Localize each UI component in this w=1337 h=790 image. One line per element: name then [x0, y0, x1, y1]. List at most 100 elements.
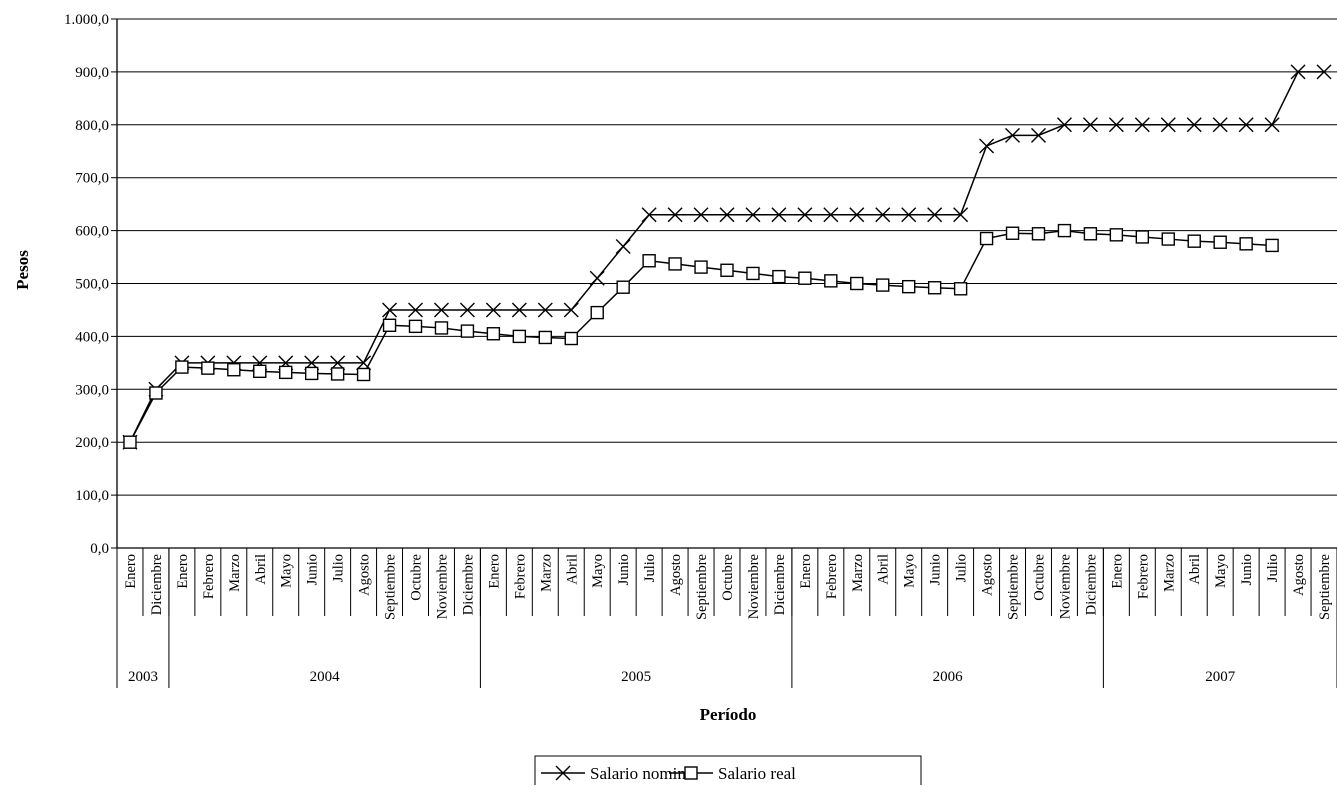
data-point-square-marker: [382, 318, 397, 332]
data-point-x-marker: [641, 207, 657, 223]
x-category-label: Enero: [798, 554, 814, 589]
data-point-x-marker: [459, 302, 475, 318]
y-tick-label: 100,0: [75, 488, 109, 504]
data-point-x-marker: [1212, 117, 1228, 133]
data-point-square-marker: [486, 327, 501, 341]
data-point-square-marker: [1135, 230, 1150, 244]
x-category-label: Junio: [616, 554, 632, 585]
x-category-label: Septiembre: [1006, 554, 1022, 620]
data-point-square-marker: [408, 319, 423, 334]
marker-stroke: [823, 207, 839, 223]
y-tick-label: 600,0: [75, 224, 109, 240]
data-point-square-marker: [512, 329, 527, 344]
series-real: [123, 223, 1279, 449]
year-label: 2006: [933, 669, 964, 685]
data-point-square-marker: [684, 766, 698, 780]
data-point-square-marker: [434, 321, 449, 335]
y-tick-label: 1.000,0: [64, 12, 109, 28]
x-category-label: Junio: [928, 554, 944, 585]
x-category-label: Septiembre: [1317, 554, 1333, 620]
x-category-label: Diciembre: [1083, 554, 1099, 615]
data-point-square-marker: [616, 280, 630, 294]
data-point-x-marker: [797, 207, 813, 223]
data-point-x-marker: [511, 302, 527, 318]
marker-stroke: [927, 207, 943, 223]
y-tick-label: 800,0: [75, 118, 109, 134]
data-point-square-marker: [1265, 238, 1279, 253]
year-label: 2007: [1205, 669, 1236, 685]
marker-stroke: [485, 302, 501, 318]
x-category-label: Julio: [331, 554, 347, 582]
data-point-x-marker: [771, 207, 787, 223]
data-point-x-marker: [953, 207, 969, 223]
legend-label: Salario real: [718, 764, 796, 783]
y-tick-label: 500,0: [75, 277, 109, 293]
data-point-x-marker: [849, 207, 865, 223]
x-category-label: Marzo: [850, 554, 866, 592]
x-category-label: Mayo: [279, 554, 295, 588]
marker-stroke: [1108, 117, 1124, 133]
x-category-label: Febrero: [201, 554, 217, 599]
marker-stroke: [1005, 127, 1021, 143]
data-point-square-marker: [1031, 227, 1046, 241]
data-point-x-marker: [901, 207, 917, 223]
legend-label: Salario nominal: [590, 764, 698, 783]
marker-stroke: [1290, 64, 1306, 80]
x-category-label: Septiembre: [694, 554, 710, 620]
x-category-label: Septiembre: [383, 554, 399, 620]
data-point-square-marker: [824, 274, 838, 288]
data-point-x-marker: [719, 207, 735, 223]
y-tick-label: 300,0: [75, 382, 109, 398]
marker-stroke: [1212, 117, 1228, 133]
x-category-label: Enero: [1109, 554, 1125, 589]
x-category-label: Mayo: [590, 554, 606, 588]
x-category-label: Agosto: [668, 554, 684, 596]
data-point-square-marker: [304, 366, 319, 381]
x-category-label: Enero: [175, 554, 191, 589]
marker-stroke: [875, 207, 891, 223]
data-point-x-marker: [537, 302, 553, 318]
data-point-x-marker: [1005, 127, 1021, 143]
data-point-square-marker: [1083, 227, 1098, 241]
data-point-x-marker: [667, 207, 683, 223]
series-nominal: [122, 64, 1332, 450]
x-category-label: Agosto: [980, 554, 996, 596]
x-category-label: Diciembre: [460, 554, 476, 615]
data-point-x-marker: [693, 207, 709, 223]
data-point-x-marker: [1082, 117, 1098, 133]
data-point-square-marker: [979, 231, 994, 246]
legend-item: Salario real: [669, 764, 796, 783]
data-point-square-marker: [694, 260, 708, 274]
x-category-label: Octubre: [720, 554, 736, 601]
marker-stroke: [382, 302, 398, 318]
marker-stroke: [433, 302, 449, 318]
y-tick-label: 200,0: [75, 435, 109, 451]
data-point-x-marker: [382, 302, 398, 318]
data-point-x-marker: [555, 765, 571, 781]
data-point-x-marker: [1030, 127, 1046, 143]
x-category-label: Enero: [486, 554, 502, 589]
y-tick-labels: 0,0 100,0 200,0 300,0 400,0 500,0 600,0 700,0 80…: [64, 12, 109, 557]
marker-stroke: [1238, 117, 1254, 133]
data-point-x-marker: [408, 302, 424, 318]
marker-stroke: [745, 207, 761, 223]
x-year-labels: 2003 2004 2005 2006 2007: [128, 669, 1236, 685]
x-category-label: Mayo: [1213, 554, 1229, 588]
marker-stroke: [667, 207, 683, 223]
data-point-x-marker: [485, 302, 501, 318]
data-point-x-marker: [1290, 64, 1306, 80]
x-category-label: Agosto: [1291, 554, 1307, 596]
data-point-square-marker: [1109, 228, 1124, 242]
marker-stroke: [719, 207, 735, 223]
data-point-square-marker: [720, 263, 734, 277]
data-point-x-marker: [1316, 64, 1332, 80]
data-point-x-marker: [875, 207, 891, 223]
data-point-square-marker: [460, 324, 475, 338]
data-point-x-marker: [927, 207, 943, 223]
x-category-label: Noviembre: [1057, 554, 1073, 619]
marker-stroke: [356, 355, 372, 371]
x-category-label: Octubre: [1031, 554, 1047, 601]
data-point-square-marker: [1213, 235, 1227, 249]
data-point-x-marker: [589, 270, 605, 286]
